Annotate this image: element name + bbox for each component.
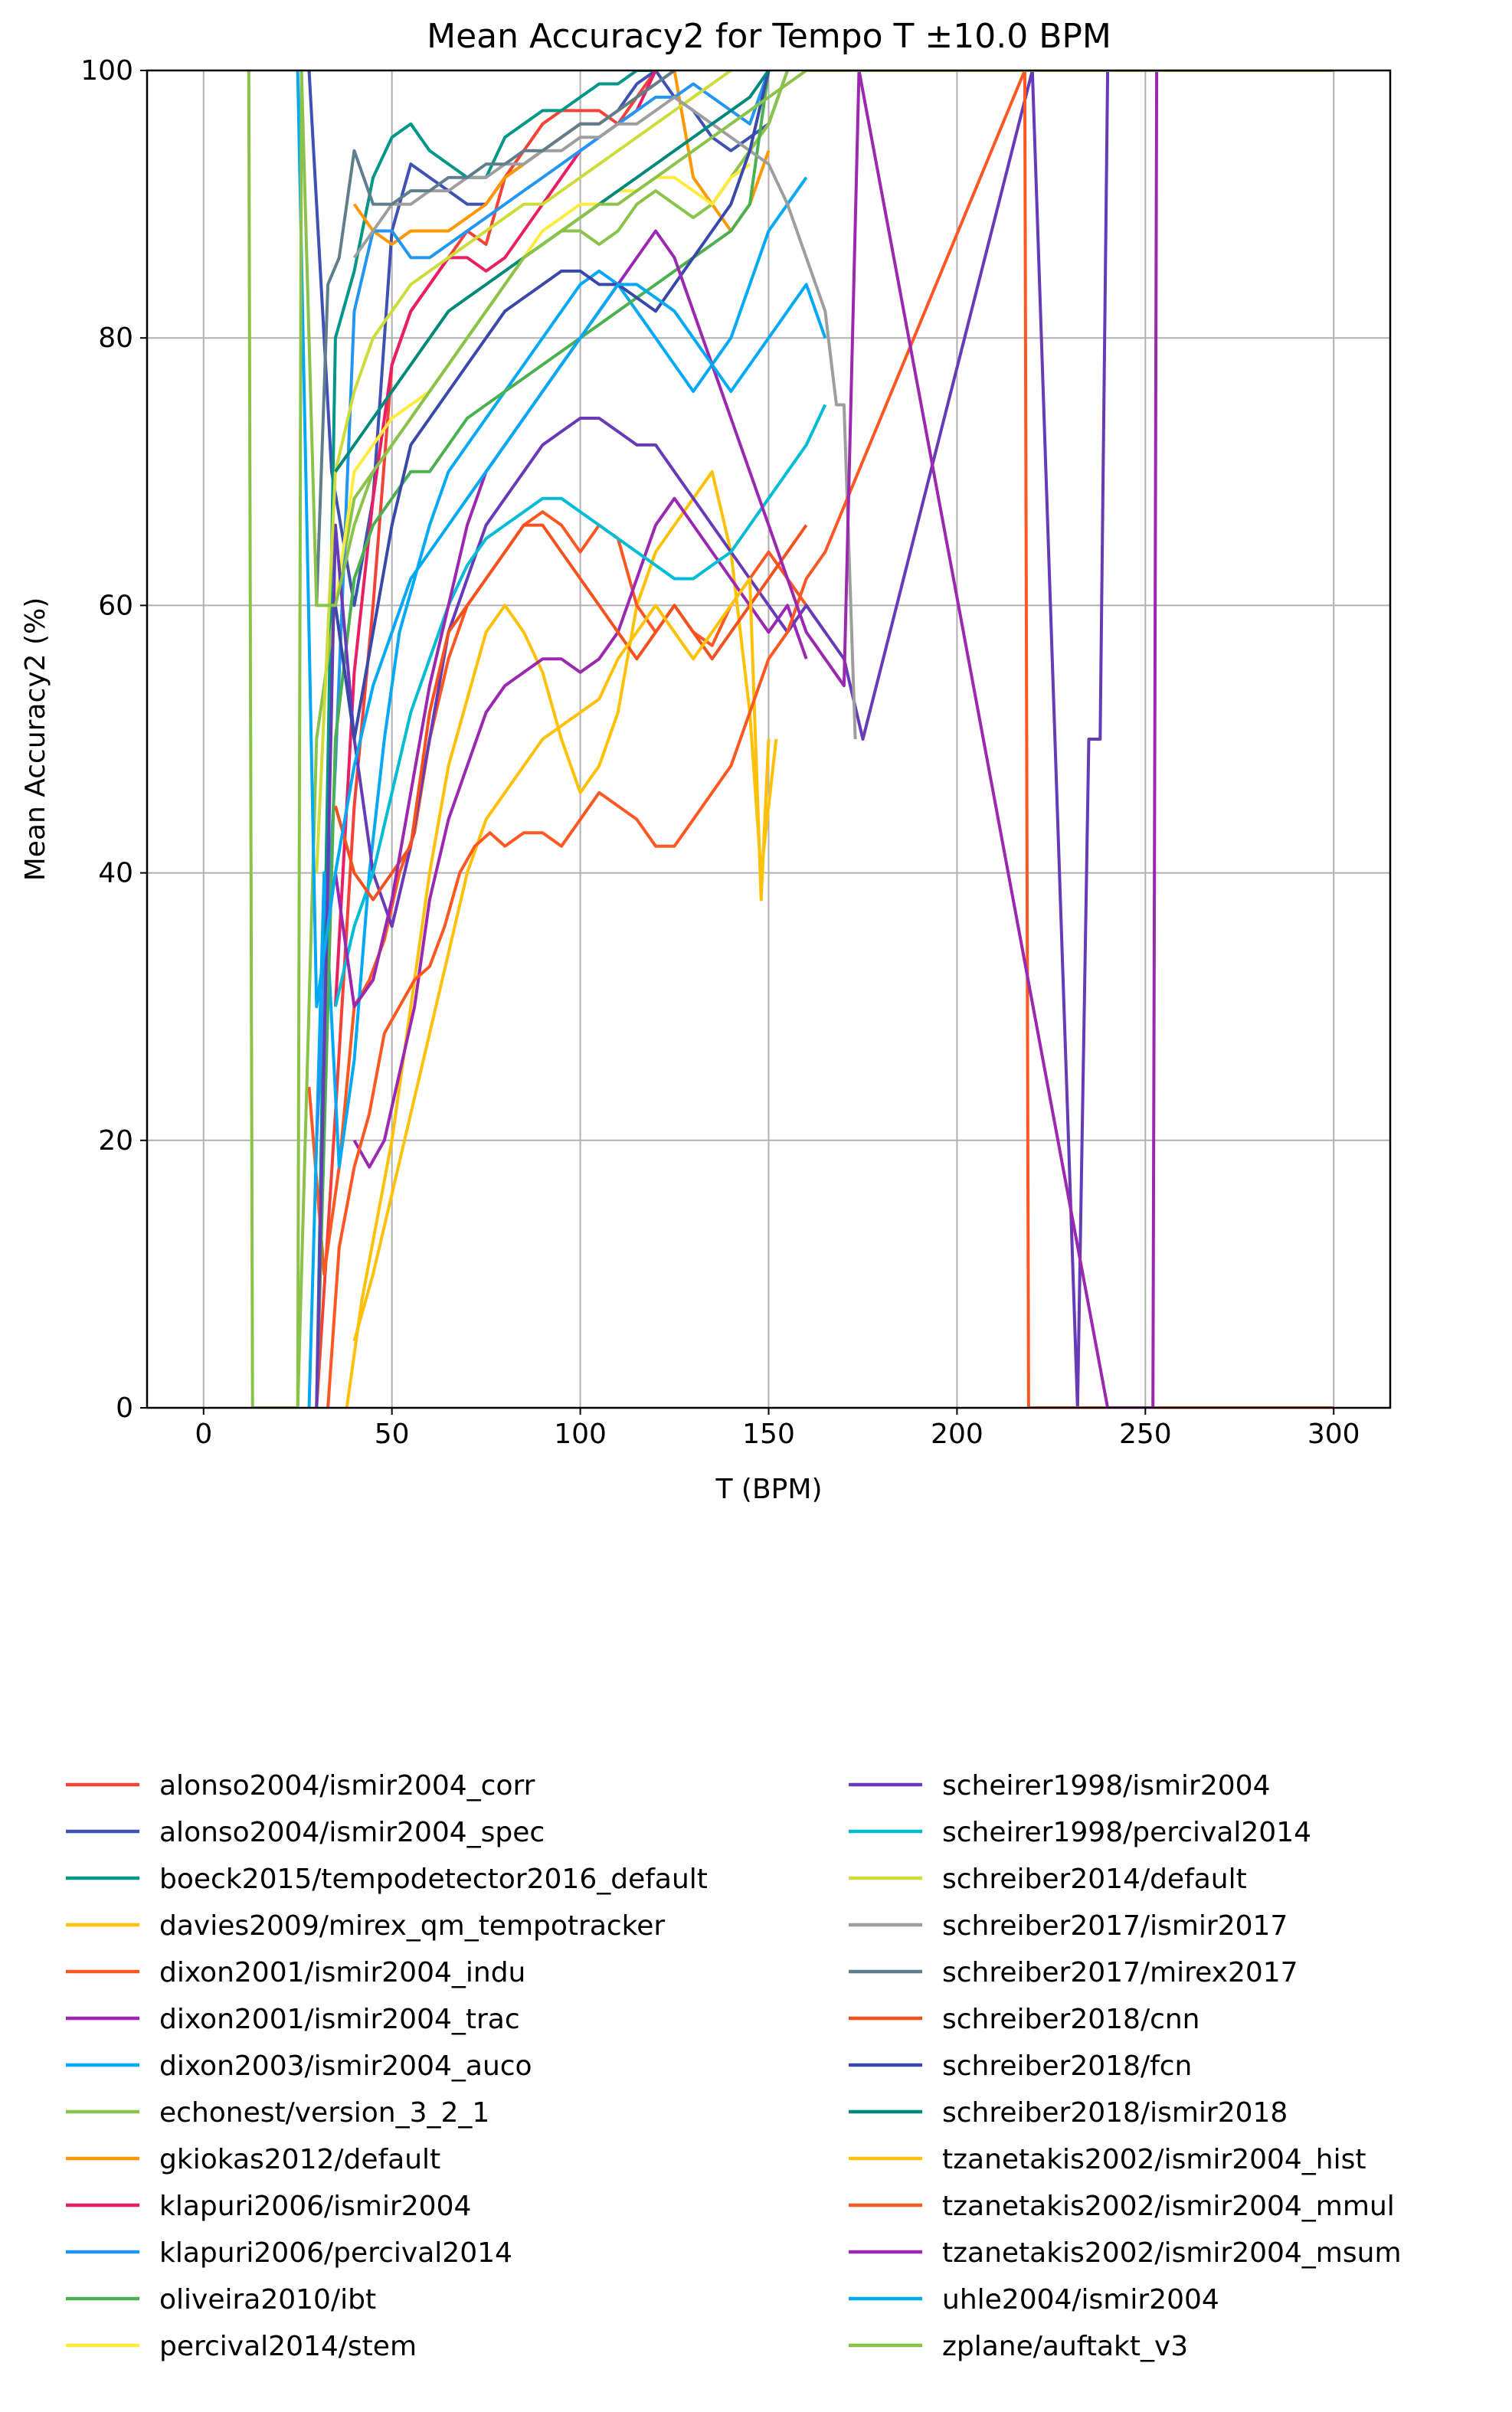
legend-entry: tzanetakis2002/ismir2004_mmul bbox=[849, 2191, 1395, 2222]
legend-label: percival2014/stem bbox=[159, 2331, 417, 2362]
legend-entry: boeck2015/tempodetector2016_default bbox=[66, 1864, 708, 1895]
series-line-13 bbox=[333, 162, 751, 606]
legend: alonso2004/ismir2004_corr alonso2004/ismi… bbox=[66, 1770, 1402, 2362]
y-tick-label: 80 bbox=[98, 322, 133, 354]
legend-label: tzanetakis2002/ismir2004_msum bbox=[942, 2237, 1402, 2269]
legend-entry: echonest/version_3_2_1 bbox=[66, 2097, 489, 2129]
y-tick-label: 40 bbox=[98, 858, 133, 889]
legend-label: davies2009/mirex_qm_tempotracker bbox=[159, 1910, 665, 1942]
y-axis-label: Mean Accuracy2 (%) bbox=[20, 597, 51, 882]
legend-entry: schreiber2018/ismir2018 bbox=[849, 2097, 1288, 2129]
legend-entry: schreiber2018/fcn bbox=[849, 2050, 1192, 2082]
legend-label: dixon2001/ismir2004_indu bbox=[159, 1957, 525, 1988]
legend-entry: uhle2004/ismir2004 bbox=[849, 2284, 1219, 2315]
series-line-18 bbox=[315, 70, 676, 606]
y-tick-label: 20 bbox=[98, 1125, 133, 1157]
legend-entry: scheirer1998/ismir2004 bbox=[849, 1770, 1270, 1802]
legend-label: scheirer1998/ismir2004 bbox=[942, 1770, 1270, 1802]
legend-label: dixon2001/ismir2004_trac bbox=[159, 2004, 520, 2035]
legend-label: oliveira2010/ibt bbox=[159, 2284, 376, 2315]
legend-entry: percival2014/stem bbox=[66, 2331, 417, 2362]
series-line-22 bbox=[352, 577, 771, 1342]
legend-entry: alonso2004/ismir2004_corr bbox=[66, 1770, 535, 1802]
legend-entry: davies2009/mirex_qm_tempotracker bbox=[66, 1910, 665, 1942]
legend-label: dixon2003/ismir2004_auco bbox=[159, 2050, 532, 2082]
axis-ticks: 0 50 100 150 200 250 300 0 20 40 60 80 100 bbox=[80, 55, 1360, 1450]
legend-entry: schreiber2017/ismir2017 bbox=[849, 1910, 1288, 1942]
legend-label: schreiber2018/fcn bbox=[942, 2050, 1192, 2082]
legend-entry: dixon2001/ismir2004_indu bbox=[66, 1957, 525, 1988]
legend-label: echonest/version_3_2_1 bbox=[159, 2097, 489, 2129]
series-line-17 bbox=[352, 95, 857, 740]
series-line-19 bbox=[333, 523, 808, 902]
legend-label: tzanetakis2002/ismir2004_mmul bbox=[942, 2191, 1395, 2222]
legend-entry: oliveira2010/ibt bbox=[66, 2284, 376, 2315]
legend-entry: gkiokas2012/default bbox=[66, 2144, 440, 2175]
legend-entry: alonso2004/ismir2004_spec bbox=[66, 1817, 545, 1848]
x-tick-label: 200 bbox=[931, 1419, 983, 1450]
legend-label: alonso2004/ismir2004_corr bbox=[159, 1770, 535, 1802]
legend-entry: tzanetakis2002/ismir2004_hist bbox=[849, 2144, 1366, 2175]
legend-label: tzanetakis2002/ismir2004_hist bbox=[942, 2144, 1366, 2175]
series-line-4 bbox=[345, 470, 778, 1408]
series-line-11 bbox=[315, 70, 771, 1141]
x-tick-label: 100 bbox=[554, 1419, 607, 1450]
series-line-20 bbox=[333, 70, 771, 741]
y-tick-label: 60 bbox=[98, 590, 133, 621]
series-line-15 bbox=[333, 404, 827, 1007]
legend-entry: klapuri2006/ismir2004 bbox=[66, 2191, 471, 2222]
legend-label: schreiber2018/cnn bbox=[942, 2004, 1200, 2035]
series-line-16 bbox=[315, 70, 732, 873]
y-tick-label: 0 bbox=[116, 1393, 133, 1424]
legend-entry: dixon2003/ismir2004_auco bbox=[66, 2050, 532, 2082]
series-line-23 bbox=[326, 70, 1334, 1408]
x-tick-label: 150 bbox=[742, 1419, 795, 1450]
series-line-6 bbox=[352, 496, 808, 1169]
legend-entry: schreiber2018/cnn bbox=[849, 2004, 1200, 2035]
legend-label: schreiber2014/default bbox=[942, 1864, 1247, 1895]
series-line-1 bbox=[315, 70, 657, 1408]
series-line-7 bbox=[307, 176, 808, 1408]
x-tick-label: 300 bbox=[1307, 1419, 1360, 1450]
series-line-26 bbox=[247, 70, 1334, 1408]
legend-label: uhle2004/ismir2004 bbox=[942, 2284, 1219, 2315]
series-line-24 bbox=[333, 70, 1159, 1408]
legend-label: gkiokas2012/default bbox=[159, 2144, 440, 2175]
y-tick-label: 100 bbox=[80, 55, 133, 87]
legend-label: boeck2015/tempodetector2016_default bbox=[159, 1864, 708, 1895]
legend-label: klapuri2006/ismir2004 bbox=[159, 2191, 471, 2222]
plot-lines bbox=[247, 70, 1334, 1408]
series-line-25 bbox=[296, 70, 827, 1009]
legend-entry: klapuri2006/percival2014 bbox=[66, 2237, 512, 2269]
series-line-14 bbox=[315, 70, 1146, 1408]
legend-label: schreiber2018/ismir2018 bbox=[942, 2097, 1288, 2129]
legend-entry: tzanetakis2002/ismir2004_msum bbox=[849, 2237, 1402, 2269]
legend-entry: scheirer1998/percival2014 bbox=[849, 1817, 1311, 1848]
x-tick-label: 50 bbox=[375, 1419, 410, 1450]
legend-entry: zplane/auftakt_v3 bbox=[849, 2331, 1188, 2362]
chart-title: Mean Accuracy2 for Tempo T ±10.0 BPM bbox=[427, 17, 1111, 56]
legend-label: schreiber2017/mirex2017 bbox=[942, 1957, 1298, 1988]
legend-entry: schreiber2014/default bbox=[849, 1864, 1247, 1895]
x-tick-label: 0 bbox=[195, 1419, 212, 1450]
legend-label: zplane/auftakt_v3 bbox=[942, 2331, 1188, 2362]
legend-label: scheirer1998/percival2014 bbox=[942, 1817, 1311, 1848]
legend-label: klapuri2006/percival2014 bbox=[159, 2237, 512, 2269]
x-tick-label: 250 bbox=[1119, 1419, 1172, 1450]
legend-label: alonso2004/ismir2004_spec bbox=[159, 1817, 545, 1848]
x-axis-label: T (BPM) bbox=[715, 1474, 823, 1505]
legend-entry: dixon2001/ismir2004_trac bbox=[66, 2004, 520, 2035]
legend-entry: schreiber2017/mirex2017 bbox=[849, 1957, 1298, 1988]
legend-label: schreiber2017/ismir2017 bbox=[942, 1910, 1288, 1942]
